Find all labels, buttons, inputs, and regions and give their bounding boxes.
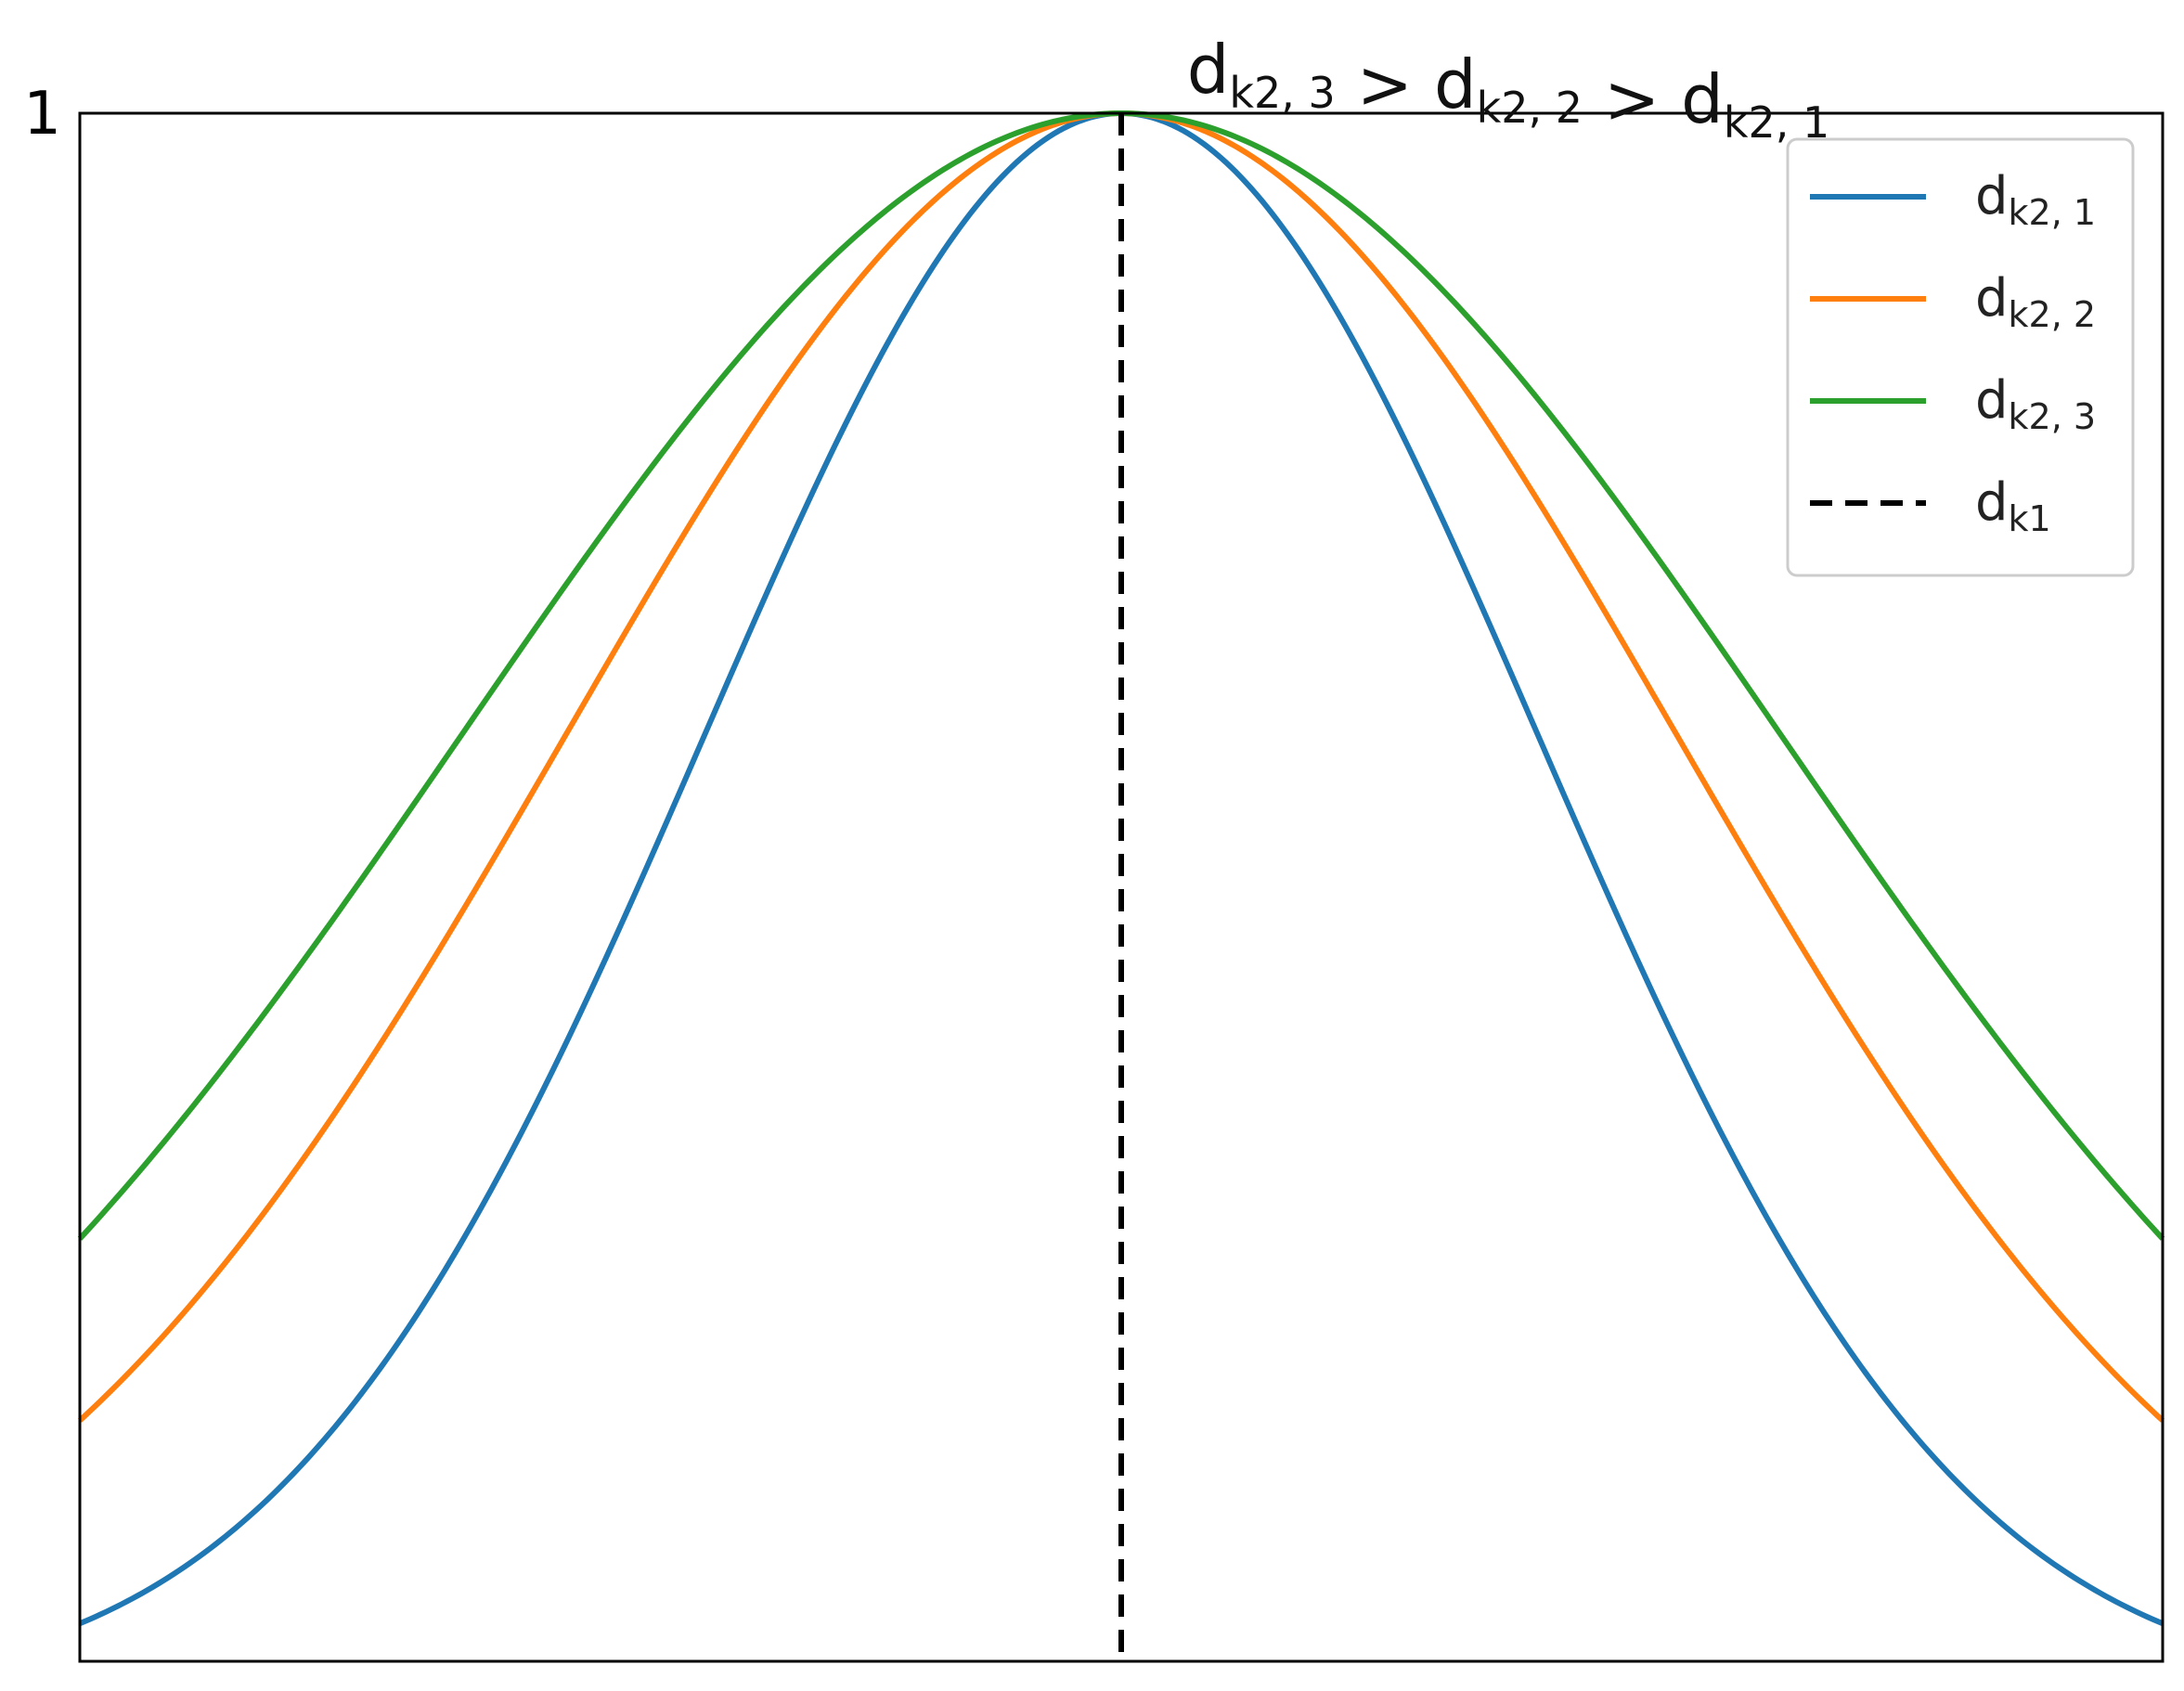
legend-subscript-2: k2, 2 [2009, 294, 2097, 335]
legend-symbol-1: d [1975, 166, 2009, 226]
title-symbol-2: d [1434, 45, 1477, 123]
legend-subscript-4: k1 [2009, 498, 2051, 539]
title-symbol-4: d [1681, 60, 1724, 138]
title-subscript-0: k2, 3 [1229, 68, 1335, 118]
y-tick-layer: 1 [23, 80, 61, 148]
legend-label-2: dk2, 2 [1975, 268, 2096, 335]
legend-symbol-4: d [1975, 472, 2009, 533]
legend-symbol-3: d [1975, 370, 2009, 431]
title-symbol-0: d [1187, 31, 1230, 109]
y-tick-label-1: 1 [23, 80, 61, 148]
chart-title: dk2, 3 > dk2, 2 > dk2, 1 [1187, 31, 1830, 148]
legend-label-4: dk1 [1975, 472, 2051, 539]
legend-box [1786, 137, 2135, 577]
legend-subscript-3: k2, 3 [2009, 396, 2097, 437]
legend-subscript-1: k2, 1 [2009, 192, 2097, 233]
legend-symbol-2: d [1975, 268, 2009, 329]
legend-label-3: dk2, 3 [1975, 370, 2096, 437]
title-operator-1: > [1336, 45, 1434, 123]
title-operator-3: > [1583, 60, 1681, 138]
plot-frame [78, 111, 2165, 1663]
legend-label-1: dk2, 1 [1975, 166, 2096, 233]
title-subscript-2: k2, 2 [1477, 83, 1583, 133]
